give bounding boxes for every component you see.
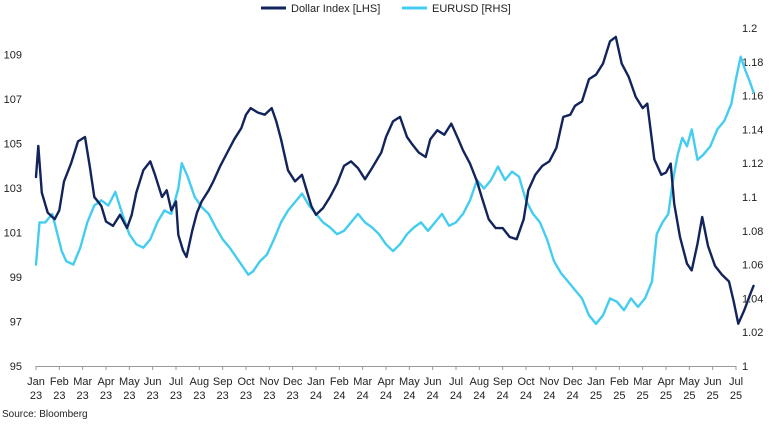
y-right-tick-label: 1 [742,361,748,373]
y-right-tick-label: 1.12 [742,158,763,170]
x-tick-year: 25 [730,390,742,402]
x-tick-month: Dec [283,376,303,388]
y-right-tick-label: 1.06 [742,260,763,272]
x-tick-year: 24 [543,390,555,402]
x-tick-month: Feb [330,376,349,388]
x-tick-year: 24 [380,390,392,402]
source-note: Source: Bloomberg [2,409,88,420]
y-left-tick-label: 103 [4,183,22,195]
x-tick-year: 23 [193,390,205,402]
x-tick-month: May [399,376,420,388]
x-tick-month: Jan [307,376,325,388]
x-tick-year: 25 [683,390,695,402]
y-right-tick-label: 1.14 [742,124,763,136]
x-tick-year: 23 [30,390,42,402]
y-left-tick-label: 95 [10,361,22,373]
series-line-eurusd [34,55,755,325]
x-tick-month: Apr [377,376,394,388]
x-tick-year: 24 [427,390,439,402]
x-tick-month: Oct [237,376,254,388]
y-left-tick-label: 107 [4,94,22,106]
x-tick-month: Jul [729,376,743,388]
series-line-dollar-index [34,35,755,325]
x-tick-year: 24 [357,390,369,402]
x-tick-year: 23 [53,390,65,402]
x-tick-year: 25 [613,390,625,402]
x-tick-month: Apr [97,376,114,388]
x-tick-month: Aug [190,376,210,388]
x-tick-month: Mar [73,376,92,388]
x-tick-year: 24 [567,390,579,402]
x-tick-year: 25 [637,390,649,402]
y-right-tick-label: 1.16 [742,91,763,103]
x-tick-month: Feb [610,376,629,388]
x-tick-month: Aug [470,376,490,388]
x-tick-month: Apr [657,376,674,388]
x-tick-year: 23 [240,390,252,402]
x-tick-month: May [119,376,140,388]
x-tick-month: Sep [493,376,513,388]
legend-label: EURUSD [RHS] [432,3,511,15]
y-right-tick-label: 1.2 [742,23,757,35]
x-tick-year: 23 [263,390,275,402]
x-tick-month: Dec [563,376,583,388]
x-tick-month: Jan [587,376,605,388]
x-tick-year: 25 [590,390,602,402]
y-left-tick-label: 99 [10,272,22,284]
x-tick-year: 24 [333,390,345,402]
y-left-tick-label: 109 [4,50,22,62]
x-tick-month: Jul [449,376,463,388]
axes: 95 97 99 101 103 105 107 109 1 1.02 1.04 1.06 1.08 1.… [4,23,764,402]
x-tick-month: Sep [213,376,233,388]
x-tick-year: 24 [520,390,532,402]
legend-label: Dollar Index [LHS] [291,3,380,15]
x-tick-year: 24 [450,390,462,402]
y-left-tick-label: 97 [10,317,22,329]
x-tick-year: 24 [403,390,415,402]
x-tick-month: Mar [633,376,652,388]
y-right-tick-label: 1.08 [742,226,763,238]
y-left-tick-label: 105 [4,139,22,151]
series-layer [34,35,755,325]
x-tick-year: 23 [217,390,229,402]
x-tick-year: 23 [147,390,159,402]
x-tick-year: 25 [707,390,719,402]
y-right-tick-label: 1.04 [742,293,763,305]
x-tick-month: Mar [353,376,372,388]
x-tick-year: 24 [497,390,509,402]
y-right-tick-label: 1.1 [742,192,757,204]
x-tick-month: Nov [260,376,280,388]
y-right-tick-label: 1.02 [742,327,763,339]
x-tick-year: 24 [310,390,322,402]
x-tick-year: 23 [123,390,135,402]
x-tick-month: Oct [517,376,534,388]
x-tick-month: Feb [50,376,69,388]
y-right-tick-label: 1.18 [742,57,763,69]
y-left-tick-label: 101 [4,228,22,240]
x-tick-month: Jun [704,376,722,388]
x-tick-year: 23 [170,390,182,402]
x-tick-month: Jan [27,376,45,388]
legend: Dollar Index [LHS] EURUSD [RHS] [261,3,511,15]
x-tick-year: 25 [660,390,672,402]
x-tick-month: Nov [540,376,560,388]
x-tick-month: Jul [169,376,183,388]
x-tick-month: May [679,376,700,388]
x-tick-month: Jun [424,376,442,388]
x-tick-year: 23 [287,390,299,402]
x-tick-month: Jun [144,376,162,388]
x-tick-year: 24 [473,390,485,402]
x-tick-year: 23 [100,390,112,402]
x-tick-year: 23 [77,390,89,402]
